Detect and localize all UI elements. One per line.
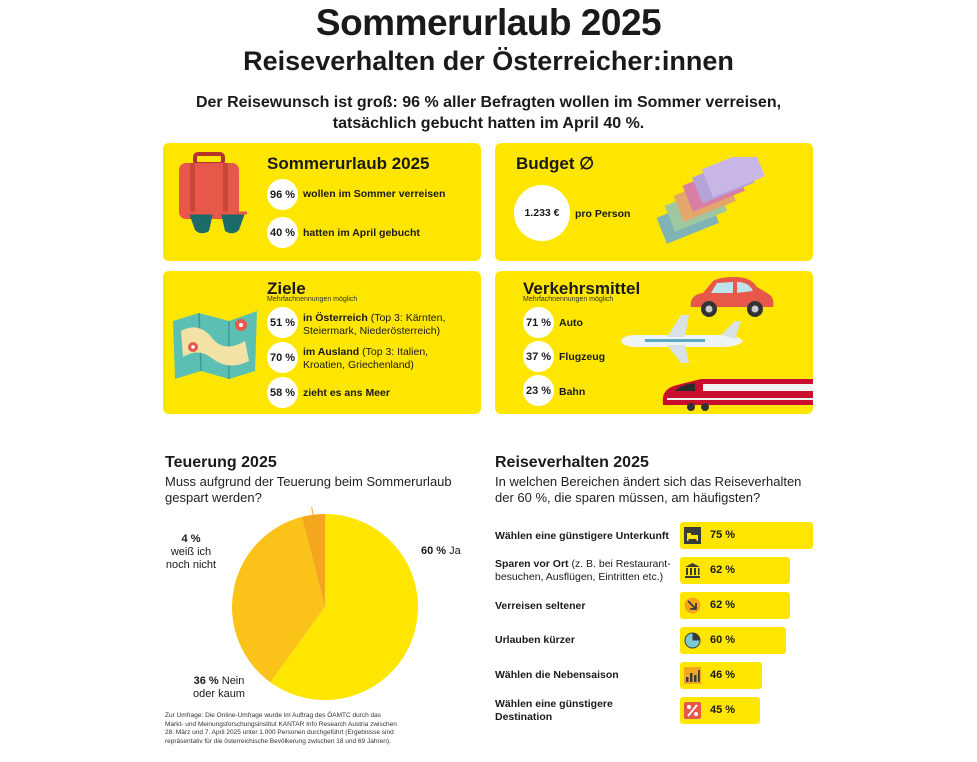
stat-value: 70 %	[267, 342, 298, 373]
stat-text: Bahn	[559, 386, 586, 398]
footnote: Zur Umfrage: Die Online-Umfrage wurde im…	[165, 712, 397, 745]
clock-icon	[684, 632, 701, 649]
card-goals: Ziele Mehrfachnennungen möglich 51 % in …	[163, 271, 481, 414]
stat-value: 40 %	[267, 217, 298, 248]
stat-text: Auto	[559, 317, 583, 329]
percent-icon	[684, 702, 701, 719]
average-symbol: ∅	[579, 154, 595, 173]
pie-chart	[231, 507, 418, 700]
inflation-title: Teuerung 2025	[165, 454, 277, 471]
stat-text: Flugzeug	[559, 351, 606, 363]
stat-text: hatten im April gebucht	[303, 227, 420, 239]
page-subtitle: Reiseverhalten der Österreicher:innen	[243, 46, 734, 76]
pie-slice-dontknow	[301, 514, 325, 607]
pie-label-yes: 60 % Ja	[421, 545, 461, 557]
bar-cheaper-destination: 45 %	[680, 697, 760, 724]
card-transport-title: Verkehrsmittel	[523, 279, 641, 298]
pie-slice-no	[231, 516, 325, 683]
bar-label: Sparen vor Ort (z. B. bei Restaurant- be…	[495, 558, 671, 583]
arrow-down-icon	[684, 597, 701, 614]
bar-label: Wählen eine günstigere Destination	[495, 698, 613, 723]
behavior-title: Reiseverhalten 2025	[495, 454, 649, 471]
bar-label: Verreisen seltener	[495, 600, 586, 612]
bar-save-locally: 62 %	[680, 557, 790, 584]
budget-value: 1.233 €	[514, 185, 570, 241]
stat-value: 51 %	[267, 307, 298, 338]
card-goals-note: Mehrfachnennungen möglich	[267, 296, 358, 303]
stat-value: 37 %	[523, 341, 554, 372]
card-goals-title: Ziele	[267, 279, 306, 298]
bank-icon	[685, 563, 700, 578]
stat-value: 71 %	[523, 307, 554, 338]
bar-cheaper-accommodation: 75 %	[680, 522, 813, 549]
bar-label: Urlauben kürzer	[495, 634, 575, 646]
behavior-question: In welchen Bereichen ändert sich das Rei…	[495, 474, 802, 505]
lead-text: Der Reisewunsch ist groß: 96 % aller Bef…	[195, 94, 782, 132]
card-transport: Verkehrsmittel Mehrfachnennungen möglich…	[495, 271, 813, 414]
card-summer-title: Sommerurlaub 2025	[267, 154, 430, 173]
bar-chart-icon	[684, 667, 701, 684]
car-icon	[690, 277, 774, 317]
card-transport-note: Mehrfachnennungen möglich	[523, 296, 614, 303]
bar-off-season: 46 %	[680, 662, 762, 689]
page-title: Sommerurlaub 2025	[315, 2, 662, 43]
airplane-icon	[621, 315, 743, 363]
pie-leader-line	[311, 507, 315, 519]
card-budget-title: Budget ∅	[516, 154, 595, 173]
train-icon	[662, 379, 813, 411]
stat-value: 58 %	[267, 377, 298, 408]
bar-travel-less: 62 %	[680, 592, 790, 619]
card-budget: Budget ∅ 1.233 € pro Person	[495, 143, 813, 261]
stat-text: im Ausland (Top 3: Italien, Kroatien, Gr…	[303, 346, 429, 371]
stat-value: 23 %	[523, 375, 554, 406]
sunglasses-icon	[187, 211, 247, 234]
stat-text: zieht es ans Meer	[303, 387, 390, 399]
stat-text: wollen im Sommer verreisen	[303, 188, 446, 200]
map-icon	[173, 311, 257, 379]
suitcase-icon	[179, 152, 239, 219]
inflation-question: Muss aufgrund der Teuerung beim Sommerur…	[165, 474, 452, 505]
bed-icon	[684, 527, 701, 544]
bar-label: Wählen eine günstigere Unterkunft	[495, 530, 669, 542]
pie-label-no: 36 % Nein oder kaum	[193, 675, 245, 700]
budget-unit: pro Person	[575, 208, 631, 220]
banknotes-icon	[656, 157, 765, 244]
bar-label: Wählen die Nebensaison	[495, 669, 619, 681]
pie-label-dontknow: 4 % weiß ich noch nicht	[165, 533, 217, 571]
bar-shorter-holidays: 60 %	[680, 627, 787, 654]
stat-value: 96 %	[267, 179, 298, 210]
pie-slice-yes	[270, 514, 418, 700]
card-summer: Sommerurlaub 2025 96 % wollen im Sommer …	[163, 143, 481, 261]
stat-text: in Österreich (Top 3: Kärnten, Steiermar…	[303, 312, 446, 337]
